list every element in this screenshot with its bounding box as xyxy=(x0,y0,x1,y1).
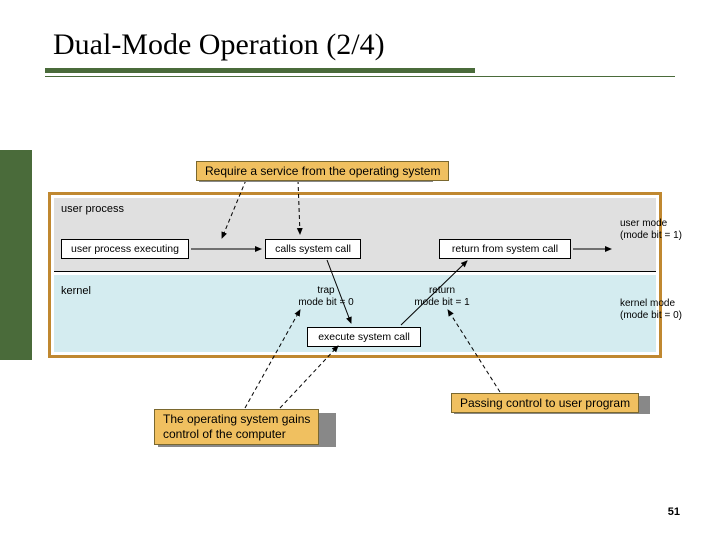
left-accent-bar xyxy=(0,150,32,360)
annot-top-text: Require a service from the operating sys… xyxy=(205,164,440,178)
annot-bl-text: The operating system gainscontrol of the… xyxy=(163,412,310,441)
slide-title: Dual-Mode Operation (2/4) xyxy=(45,28,675,62)
node-return: return from system call xyxy=(439,239,571,259)
user-mode-label: user mode(mode bit = 1) xyxy=(620,218,682,242)
annot-bottom-left: The operating system gainscontrol of the… xyxy=(154,409,319,445)
diagram-container: user process kernel user process executi… xyxy=(48,192,662,358)
user-region xyxy=(54,198,656,272)
kernel-mode-label: kernel mode(mode bit = 0) xyxy=(620,298,682,322)
annot-bottom-right: Passing control to user program xyxy=(451,393,639,413)
annot-br-text: Passing control to user program xyxy=(460,396,630,410)
trap-label: trapmode bit = 0 xyxy=(291,285,361,308)
title-underline xyxy=(45,68,675,76)
node-execute: execute system call xyxy=(307,327,421,347)
return-label: returnmode bit = 1 xyxy=(407,285,477,308)
annot-top: Require a service from the operating sys… xyxy=(196,161,449,181)
node-user-exec: user process executing xyxy=(61,239,189,259)
kernel-label: kernel xyxy=(61,285,91,297)
user-process-label: user process xyxy=(61,203,124,215)
node-calls: calls system call xyxy=(265,239,361,259)
page-number: 51 xyxy=(668,506,680,518)
